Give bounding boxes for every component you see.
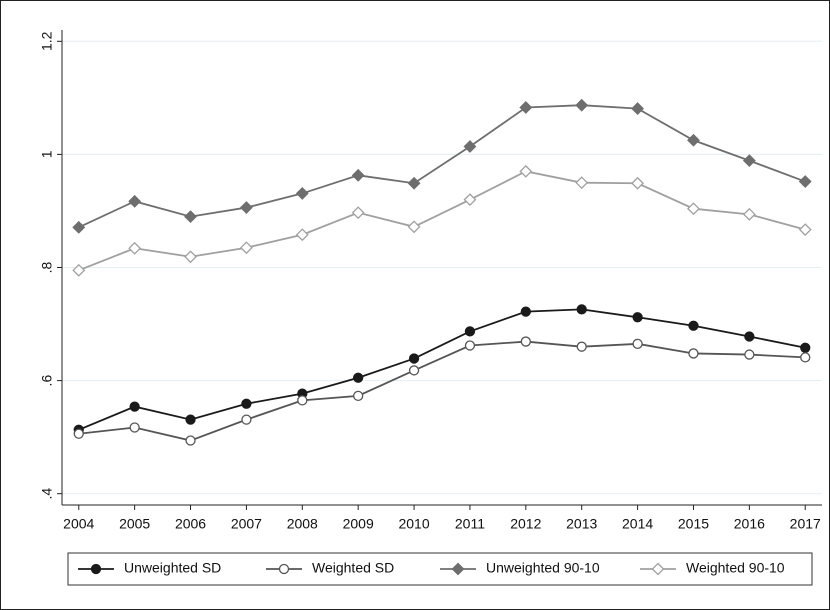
marker (744, 349, 755, 360)
marker (631, 102, 645, 116)
marker (295, 228, 309, 242)
x-tick-label: 2008 (287, 516, 318, 532)
marker (464, 340, 476, 351)
marker (185, 414, 196, 425)
marker (239, 241, 253, 255)
marker (800, 352, 811, 363)
marker (520, 336, 531, 347)
x-tick-label: 2010 (398, 516, 429, 532)
x-tick-label: 2015 (678, 516, 709, 532)
marker (575, 176, 589, 190)
legend-marker (451, 562, 465, 576)
marker (128, 241, 142, 255)
series-line (78, 340, 806, 442)
marker (408, 353, 420, 364)
marker (575, 98, 589, 112)
marker (128, 194, 142, 208)
marker (631, 176, 645, 190)
marker (72, 220, 86, 234)
x-tick-label: 2012 (510, 516, 541, 532)
marker (520, 306, 531, 317)
marker (408, 365, 420, 376)
marker (519, 164, 533, 178)
marker (239, 201, 253, 214)
marker (241, 398, 252, 409)
marker (742, 154, 756, 168)
marker (129, 422, 140, 433)
y-tick-label: 1.2 (39, 31, 55, 51)
marker (576, 341, 587, 352)
x-tick-label: 2009 (343, 516, 374, 532)
legend-label: Unweighted 90-10 (486, 560, 600, 576)
marker (72, 263, 86, 277)
marker (351, 168, 365, 182)
x-tick-label: 2013 (566, 516, 597, 532)
legend-marker (651, 562, 665, 576)
legend-label: Weighted SD (312, 560, 394, 576)
y-tick-label: 1 (39, 150, 55, 158)
marker (688, 320, 699, 331)
marker (184, 250, 197, 264)
legend-label: Unweighted SD (124, 560, 221, 576)
y-tick-label: .8 (39, 261, 55, 273)
legend-label: Weighted 90-10 (686, 560, 785, 576)
x-tick-label: 2011 (455, 516, 485, 532)
y-tick-label: .4 (39, 488, 55, 500)
marker (687, 133, 700, 147)
marker (463, 193, 477, 207)
marker (184, 210, 197, 224)
marker (463, 140, 477, 153)
marker (407, 176, 421, 190)
marker (632, 338, 643, 349)
marker (800, 342, 811, 353)
marker (687, 202, 700, 216)
marker (688, 348, 699, 359)
marker (297, 395, 308, 406)
x-tick-label: 2007 (231, 516, 262, 532)
marker (295, 187, 309, 200)
marker (576, 304, 587, 315)
series-line (78, 104, 806, 229)
marker (742, 207, 756, 221)
marker (353, 372, 364, 383)
marker (464, 326, 476, 337)
y-tick-label: .6 (39, 375, 55, 387)
marker (129, 401, 140, 412)
x-tick-label: 2004 (63, 516, 94, 532)
series-line (78, 170, 806, 272)
marker (798, 223, 812, 237)
marker (353, 390, 364, 402)
legend-marker (278, 563, 290, 575)
marker (519, 101, 533, 114)
marker (744, 331, 755, 342)
marker (351, 206, 365, 220)
marker (632, 312, 643, 323)
series-line (78, 308, 806, 431)
marker (185, 435, 196, 446)
marker (241, 414, 252, 425)
x-tick-label: 2006 (175, 516, 206, 532)
x-tick-label: 2016 (734, 516, 765, 532)
x-tick-label: 2017 (790, 516, 821, 532)
marker (73, 428, 84, 439)
x-tick-label: 2005 (119, 516, 150, 532)
marker (798, 175, 812, 188)
x-tick-label: 2014 (622, 516, 653, 532)
legend-marker (90, 563, 102, 575)
marker (407, 220, 421, 234)
